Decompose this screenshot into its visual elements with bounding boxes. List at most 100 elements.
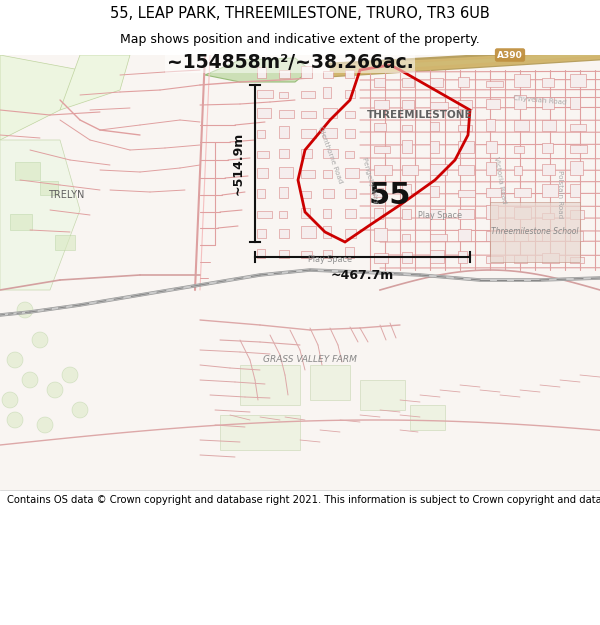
Bar (374, 168, 383, 175)
Polygon shape (0, 55, 80, 140)
Bar (486, 256, 499, 263)
Text: Contains OS data © Crown copyright and database right 2021. This information is : Contains OS data © Crown copyright and d… (7, 496, 600, 506)
Bar (542, 78, 550, 87)
Circle shape (62, 367, 78, 383)
Bar (542, 231, 558, 241)
Bar (542, 164, 551, 175)
Bar (323, 191, 333, 198)
Bar (402, 145, 419, 153)
Bar (486, 164, 500, 175)
Bar (430, 188, 440, 197)
Bar (279, 189, 289, 198)
Bar (360, 380, 405, 410)
Bar (486, 235, 503, 241)
Bar (570, 164, 587, 175)
Bar (279, 89, 287, 98)
Bar (345, 207, 357, 218)
Bar (220, 415, 300, 450)
Bar (279, 248, 289, 258)
Bar (458, 165, 467, 175)
Bar (374, 249, 385, 263)
Bar (542, 146, 556, 153)
Bar (486, 75, 502, 87)
Bar (402, 168, 415, 175)
Polygon shape (205, 58, 310, 82)
Bar (514, 207, 522, 219)
Bar (345, 249, 355, 258)
Bar (279, 148, 295, 158)
Text: GRASS VALLEY FARM: GRASS VALLEY FARM (263, 356, 357, 364)
Bar (323, 168, 332, 178)
Bar (402, 186, 418, 197)
Circle shape (17, 302, 33, 318)
Bar (430, 168, 446, 175)
Bar (301, 228, 313, 238)
Bar (374, 81, 388, 87)
Circle shape (7, 412, 23, 428)
Text: Victoria Road: Victoria Road (493, 156, 507, 204)
Bar (374, 213, 386, 219)
Bar (458, 213, 473, 219)
Bar (402, 74, 416, 87)
Bar (514, 97, 527, 109)
Bar (542, 254, 557, 263)
Bar (542, 184, 559, 197)
Bar (301, 147, 316, 158)
Polygon shape (0, 140, 80, 290)
Text: 55: 55 (369, 181, 411, 209)
Bar (257, 188, 271, 198)
Text: ~514.9m: ~514.9m (232, 132, 245, 195)
Bar (514, 76, 526, 87)
Bar (323, 212, 338, 218)
Bar (15, 162, 40, 180)
Bar (374, 187, 386, 197)
Bar (430, 234, 446, 241)
Text: Glenthorne Road: Glenthorne Road (317, 126, 343, 184)
Bar (458, 95, 468, 109)
Bar (514, 125, 529, 131)
Bar (570, 255, 581, 263)
Text: A390: A390 (497, 51, 523, 59)
Circle shape (7, 352, 23, 368)
Text: Threemilestone School: Threemilestone School (491, 228, 579, 236)
Bar (458, 79, 469, 87)
Circle shape (2, 392, 18, 408)
Bar (514, 166, 530, 175)
Circle shape (22, 372, 38, 388)
Bar (345, 106, 358, 118)
Bar (486, 100, 496, 109)
Bar (514, 227, 531, 241)
Bar (55, 235, 75, 250)
Bar (514, 184, 522, 197)
Bar (279, 67, 288, 78)
Bar (345, 128, 355, 138)
Bar (402, 254, 415, 263)
Bar (40, 181, 58, 195)
Bar (458, 230, 474, 241)
Bar (374, 233, 385, 241)
Bar (430, 100, 446, 109)
Bar (458, 147, 470, 153)
Bar (301, 109, 314, 118)
Bar (257, 66, 268, 78)
Bar (345, 151, 360, 158)
Bar (430, 78, 447, 87)
Bar (430, 119, 443, 131)
Bar (323, 247, 332, 258)
Circle shape (47, 382, 63, 398)
Bar (486, 120, 494, 131)
Bar (257, 89, 272, 98)
Bar (279, 107, 292, 118)
Bar (542, 100, 560, 109)
Bar (570, 210, 583, 219)
Bar (301, 188, 309, 198)
Bar (10, 214, 32, 230)
Bar (430, 249, 440, 263)
Bar (301, 210, 311, 218)
Bar (257, 111, 269, 118)
Bar (257, 248, 269, 258)
Bar (458, 250, 474, 263)
Bar (514, 251, 531, 263)
Bar (279, 131, 289, 138)
Bar (430, 206, 442, 219)
